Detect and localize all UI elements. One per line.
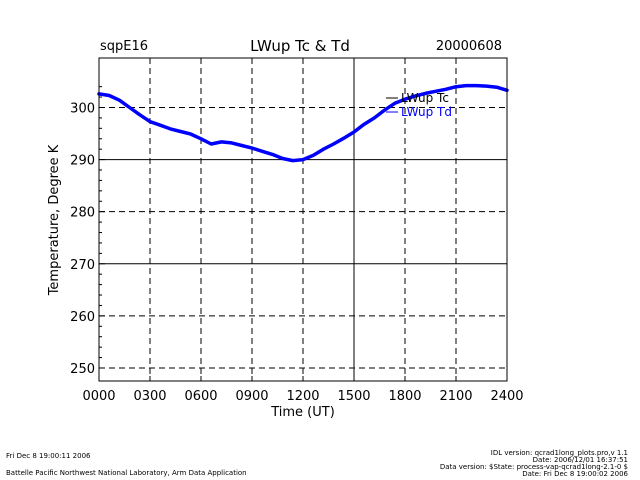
x-tick-label: 0900	[235, 389, 268, 404]
x-axis-label: Time (UT)	[270, 405, 335, 420]
footer-data-version: Data version: $State: process-vap-qcrad1…	[440, 463, 628, 471]
chart-title: LWup Tc & Td	[250, 37, 350, 55]
date-label: 20000608	[436, 39, 502, 54]
x-tick-label: 0300	[133, 389, 166, 404]
x-tick-label: 0600	[184, 389, 217, 404]
legend: LWup Tc LWup Td	[386, 91, 452, 119]
y-axis: 250 260 270 280 290 300	[70, 86, 105, 377]
x-tick-label: 1800	[388, 389, 421, 404]
footer-timestamp: Fri Dec 8 19:00:11 2006	[6, 452, 91, 460]
x-tick-label: 2400	[490, 389, 523, 404]
x-axis: 0000 0300 0600 0900 1200 1500 1800 2100 2400	[82, 376, 524, 404]
series-layer	[97, 83, 509, 163]
y-tick-label: 300	[70, 101, 95, 116]
y-tick-label: 250	[70, 362, 95, 377]
y-axis-label: Temperature, Degree K	[47, 144, 62, 296]
legend-label-td: LWup Td	[401, 105, 452, 119]
footer-idl-date: Date: 2006/12/01 16:37:51	[533, 456, 628, 464]
x-tick-label: 0000	[82, 389, 115, 404]
x-tick-label: 1500	[337, 389, 370, 404]
y-tick-label: 260	[70, 310, 95, 325]
x-tick-label: 2100	[439, 389, 472, 404]
y-tick-label: 280	[70, 206, 95, 221]
y-tick-label: 270	[70, 258, 95, 273]
legend-label-tc: LWup Tc	[401, 91, 449, 105]
x-tick-label: 1200	[286, 389, 319, 404]
y-tick-label: 290	[70, 154, 95, 169]
footer-organization: Battelle Pacific Northwest National Labo…	[6, 469, 247, 477]
footer-idl-version: IDL version: qcrad1long_plots.pro,v 1.1	[491, 449, 628, 457]
site-label: sqpE16	[100, 39, 148, 54]
series-line-td	[97, 83, 509, 163]
footer-data-date: Date: Fri Dec 8 19:00:02 2006	[522, 470, 628, 478]
